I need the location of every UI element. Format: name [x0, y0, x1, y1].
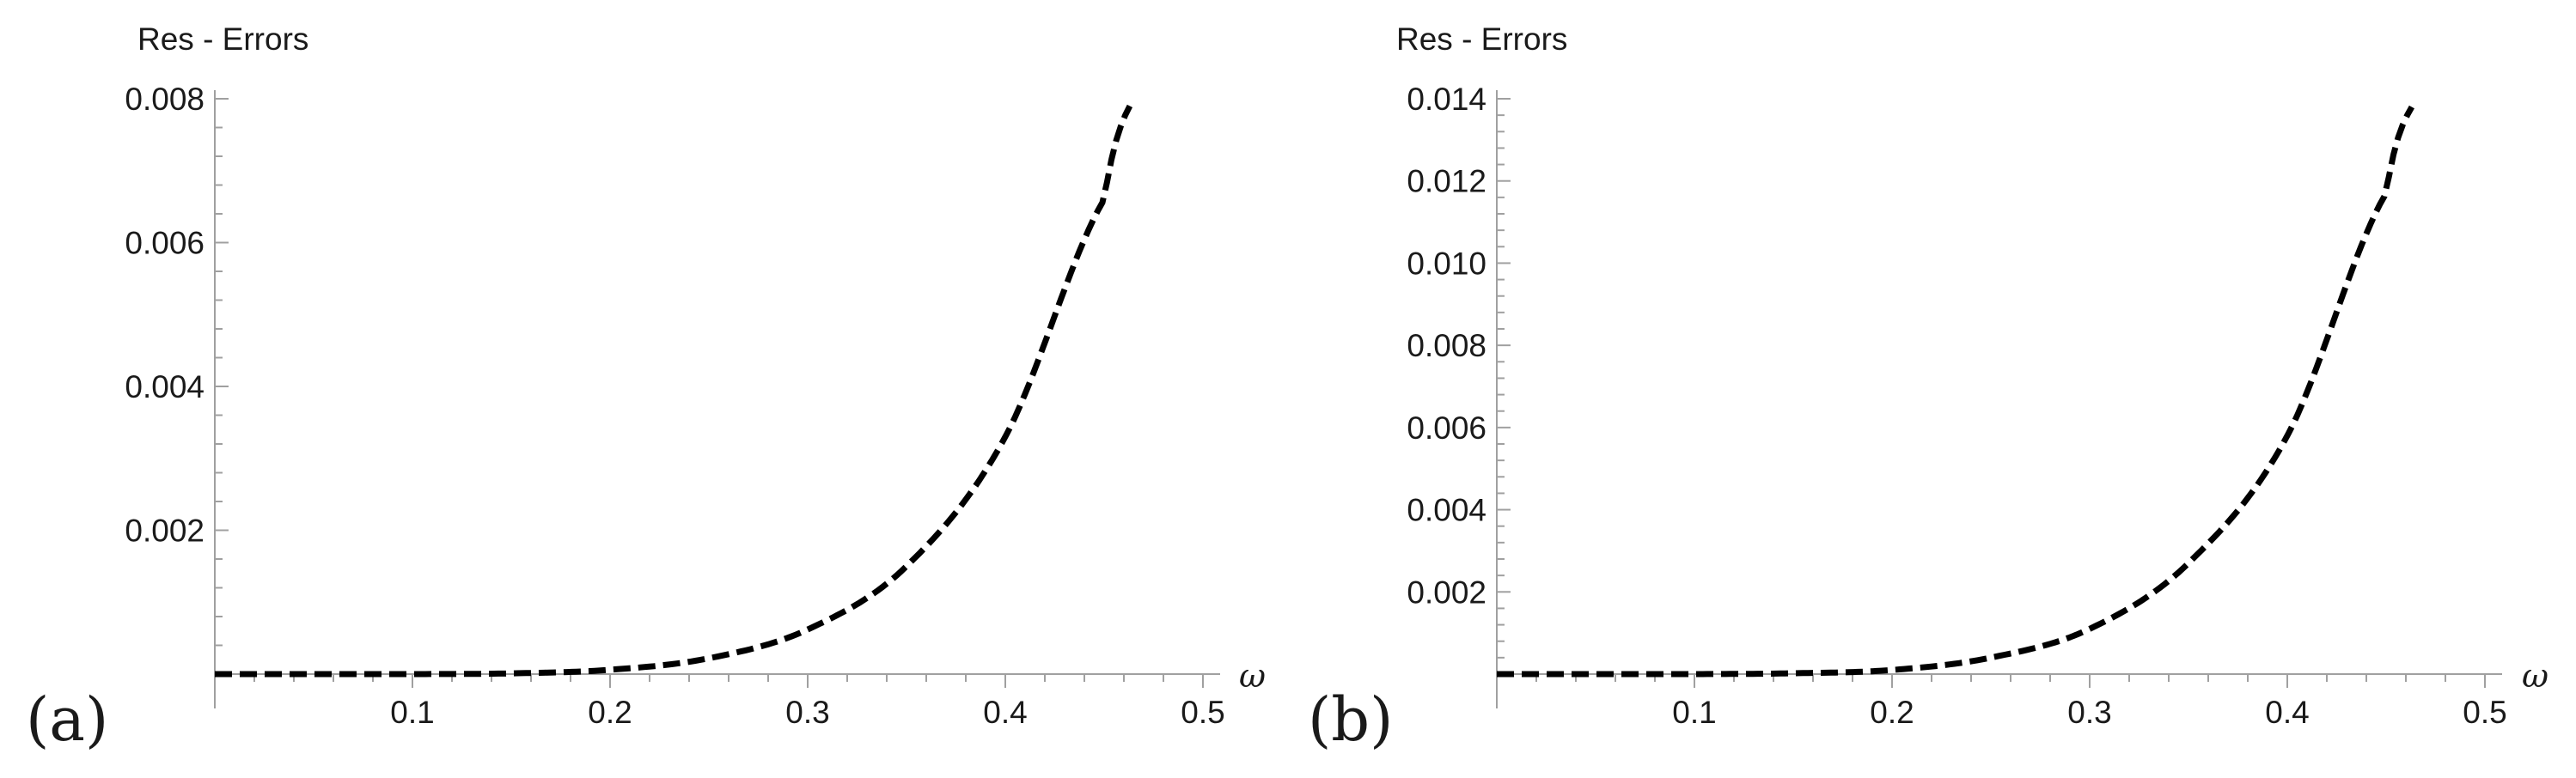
panel-label: (b): [1308, 684, 1393, 755]
series-line: [215, 104, 1133, 678]
x-axis-title: ω: [1239, 657, 1266, 695]
y-axis-title: Res - Errors: [137, 21, 308, 57]
x-tick-label: 0.3: [785, 695, 829, 730]
panel-label: (a): [26, 684, 108, 755]
x-tick-label: 0.4: [983, 695, 1027, 730]
y-tick-label: 0.002: [1407, 574, 1486, 610]
y-tick-label: 0.012: [1407, 164, 1486, 199]
y-tick-label: 0.004: [125, 369, 204, 404]
x-tick-label: 0.5: [2463, 695, 2506, 730]
y-tick-label: 0.010: [1407, 246, 1486, 281]
y-tick-label: 0.008: [125, 82, 204, 117]
y-tick-label: 0.006: [125, 226, 204, 261]
x-tick-label: 0.5: [1181, 695, 1224, 730]
x-tick-label: 0.1: [390, 695, 434, 730]
y-tick-label: 0.002: [125, 514, 204, 549]
y-tick-label: 0.004: [1407, 493, 1486, 528]
x-tick-label: 0.2: [588, 695, 632, 730]
chart-panel-a: 0.1 0.2 0.3 0.4 0.5 0.002 0.004 0.006 0.008 Res -…: [26, 21, 1266, 755]
y-tick-label: 0.006: [1407, 410, 1486, 446]
y-axis-title: Res - Errors: [1396, 21, 1567, 57]
x-tick-label: 0.2: [1870, 695, 1914, 730]
x-tick-label: 0.1: [1672, 695, 1716, 730]
x-tick-label: 0.3: [2067, 695, 2111, 730]
x-tick-label: 0.4: [2265, 695, 2309, 730]
series-line: [1497, 105, 2414, 678]
x-axis-title: ω: [2522, 657, 2549, 695]
chart-panel-b: 0.1 0.2 0.3 0.4 0.5 0.002 0.004 0.006 0.008 0.010…: [1308, 21, 2549, 755]
y-tick-label: 0.014: [1407, 82, 1486, 117]
y-tick-label: 0.008: [1407, 328, 1486, 363]
